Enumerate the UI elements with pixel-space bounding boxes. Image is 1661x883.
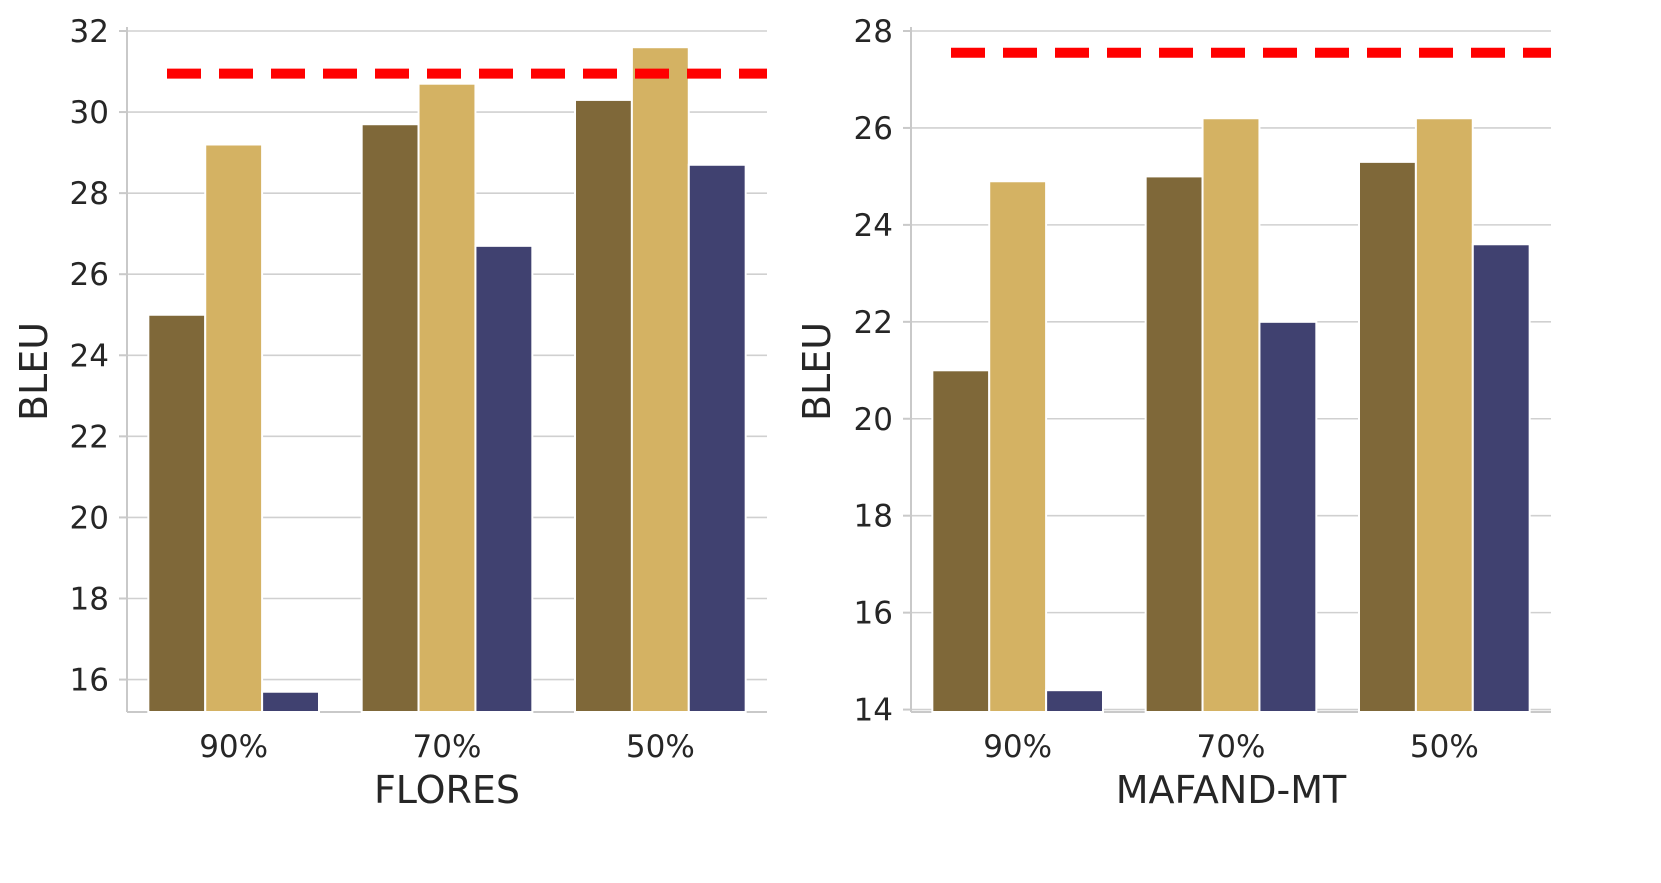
panel-flores: 16 18 20 22 24 26 28 30 32 90% 70% 50% FLORES BLEU [12,14,767,812]
y-axis-title: BLEU [795,322,839,421]
y-tick-label: 28 [70,176,109,212]
bar-series-3-1 [1258,320,1318,713]
bar-series-3-0 [1045,689,1104,713]
x-tick-label: 70% [413,729,482,765]
x-axis-title: FLORES [374,768,520,812]
bar-series-3-2 [1471,243,1531,713]
y-tick-label: 30 [70,95,109,131]
y-tick-label: 24 [70,338,109,374]
bar-series-3-1 [474,244,534,713]
bar-series-2-1 [417,82,477,714]
bar-series-2-0 [988,180,1048,713]
bar-series-1-2 [1358,160,1417,713]
bar-series-1-1 [1144,175,1204,714]
y-tick-label: 20 [70,500,109,536]
y-axis-title: BLEU [12,322,56,421]
bar-series-3-2 [687,163,747,713]
x-tick-label: 70% [1197,729,1266,765]
y-tick-label: 26 [70,257,109,293]
y-tick-label: 24 [854,208,893,244]
x-axis-title: MAFAND-MT [1116,768,1347,812]
y-tick-label: 22 [70,419,109,455]
y-tick-label: 32 [70,14,109,50]
bar-series-1-0 [147,313,207,713]
bar-series-3-0 [261,690,321,713]
bar-series-1-0 [931,369,991,713]
y-tick-label: 16 [70,663,109,699]
x-tick-label: 90% [199,729,268,765]
y-tick-label: 16 [854,596,893,632]
y-tick-label: 28 [854,14,893,50]
y-tick-label: 26 [854,111,893,147]
x-tick-label: 50% [626,729,695,765]
bar-series-2-0 [204,143,264,713]
x-tick-label: 90% [983,729,1052,765]
bar-series-2-1 [1201,117,1261,714]
bar-series-1-2 [574,98,633,714]
y-tick-label: 18 [70,582,109,618]
y-tick-label: 14 [854,693,893,729]
panel-mafand-mt: 14 16 18 20 22 24 26 28 90% 70% 50% MAFAND-MT BLEU [795,14,1551,812]
bar-series-2-2 [1414,117,1474,714]
y-tick-label: 22 [854,305,893,341]
bar-series-2-2 [630,46,690,713]
y-tick-label: 20 [854,402,893,438]
x-tick-label: 50% [1410,729,1479,765]
bar-series-1-1 [360,123,420,714]
y-tick-label: 18 [854,499,893,535]
